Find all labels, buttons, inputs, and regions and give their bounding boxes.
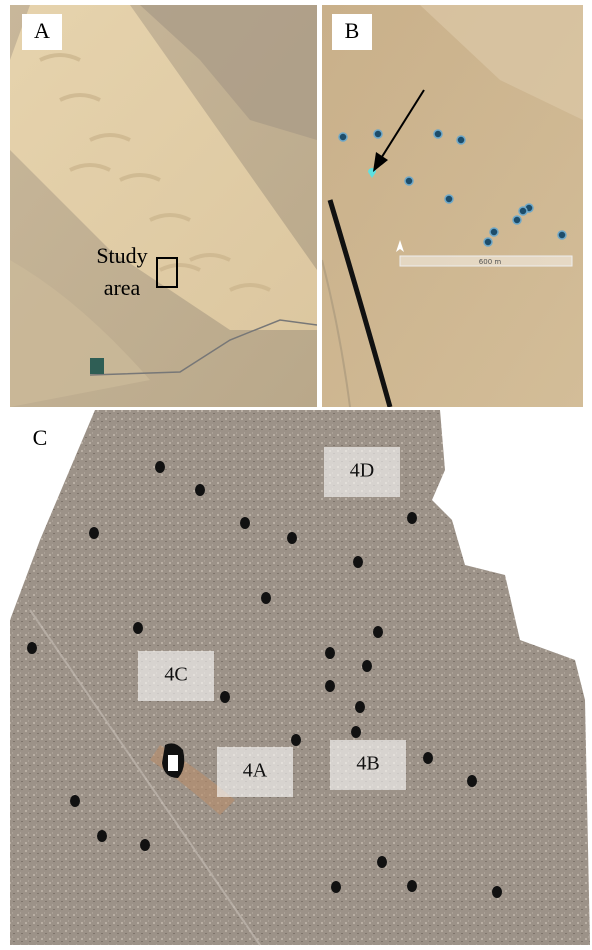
marker [484, 238, 492, 246]
tree [287, 532, 297, 544]
tree [70, 795, 80, 807]
region-label: 4D [350, 460, 374, 482]
marker [374, 130, 382, 138]
panel-label: A [34, 18, 50, 43]
tree [362, 660, 372, 672]
marker [513, 216, 521, 224]
marker [457, 136, 465, 144]
tree [423, 752, 433, 764]
tree [355, 701, 365, 713]
tree [89, 527, 99, 539]
panel-b-image [322, 5, 583, 407]
tree [195, 484, 205, 496]
tree [155, 461, 165, 473]
tree [325, 647, 335, 659]
tree [373, 626, 383, 638]
tree [27, 642, 37, 654]
region-label: 4B [356, 753, 379, 775]
tree [325, 680, 335, 692]
region-label: 4A [243, 760, 268, 782]
tree [240, 517, 250, 529]
marker [405, 177, 413, 185]
tree [353, 556, 363, 568]
marker [445, 195, 453, 203]
annotation: area [104, 275, 141, 300]
tree [220, 691, 230, 703]
marker [434, 130, 442, 138]
tree [291, 734, 301, 746]
tree [351, 726, 361, 738]
marker [519, 207, 527, 215]
tree [261, 592, 271, 604]
marker [558, 231, 566, 239]
tree [331, 881, 341, 893]
tree [97, 830, 107, 842]
tree [407, 880, 417, 892]
panel-a-image [10, 5, 317, 407]
annotation: Study [96, 243, 147, 268]
tree [467, 775, 477, 787]
tree [377, 856, 387, 868]
tree [140, 839, 150, 851]
tree [133, 622, 143, 634]
scale-label: 600 m [479, 258, 502, 266]
tree [492, 886, 502, 898]
panel-label: C [33, 425, 48, 450]
page: A Study area B 600 m C 4D4C4A4B (() => {… [0, 0, 592, 950]
tree [407, 512, 417, 524]
panel-label: B [345, 18, 360, 43]
figure: A Study area B 600 m C 4D 4C 4A 4B [0, 0, 592, 950]
region-label: 4C [164, 664, 187, 686]
marker [490, 228, 498, 236]
marker [339, 133, 347, 141]
panel-c-image [10, 410, 590, 945]
